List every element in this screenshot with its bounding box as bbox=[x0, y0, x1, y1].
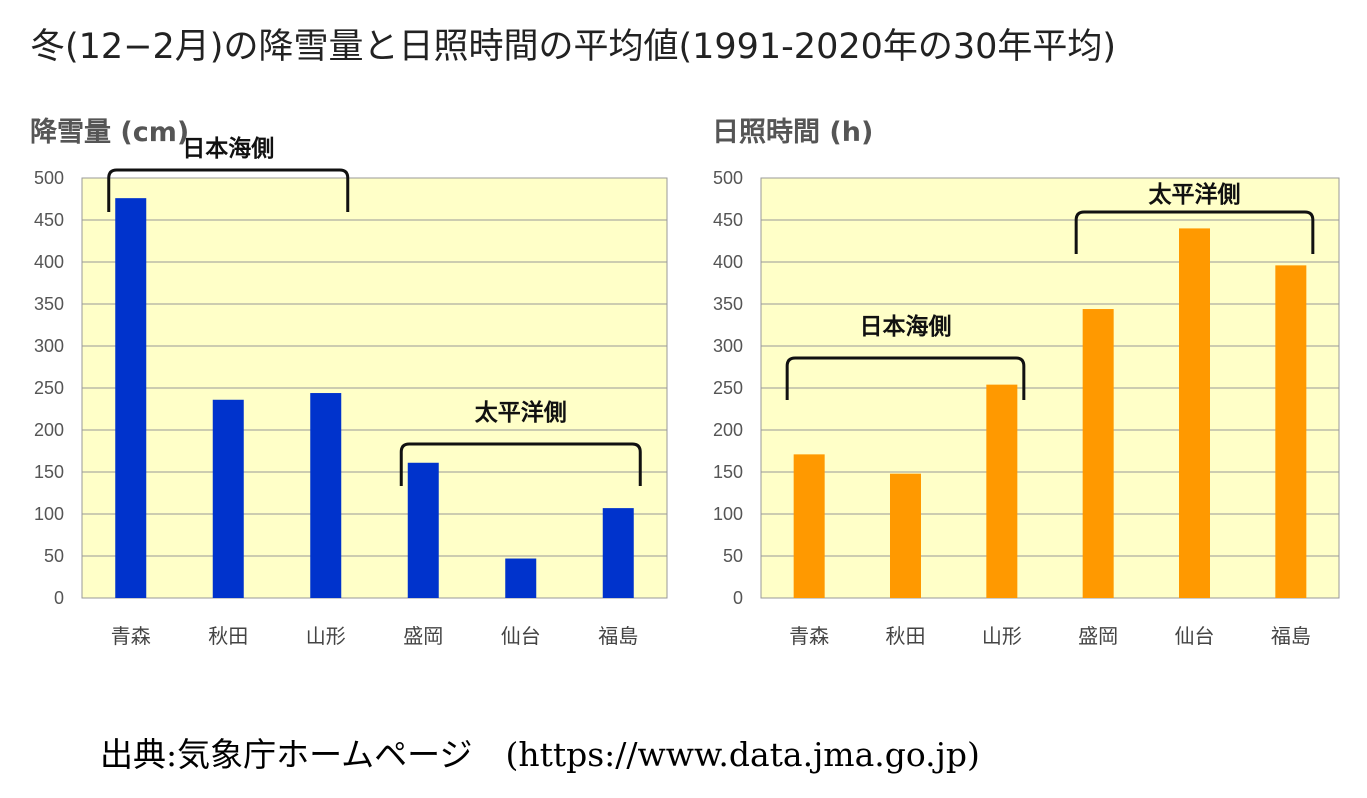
y-tick-label: 350 bbox=[713, 294, 743, 314]
y-tick-label: 500 bbox=[34, 168, 64, 188]
group-label: 太平洋側 bbox=[1149, 181, 1241, 208]
group-label: 日本海側 bbox=[860, 313, 952, 340]
bar bbox=[602, 508, 634, 598]
bar bbox=[1082, 309, 1114, 598]
x-category-label: 盛岡 bbox=[403, 624, 443, 648]
x-category-label: 仙台 bbox=[501, 624, 541, 648]
group-bracket bbox=[107, 168, 350, 212]
bar bbox=[407, 462, 439, 598]
bar bbox=[115, 198, 147, 598]
y-tick-label: 300 bbox=[34, 336, 64, 356]
bar bbox=[986, 384, 1018, 598]
y-tick-label: 50 bbox=[44, 546, 64, 566]
x-category-label: 秋田 bbox=[886, 624, 926, 648]
group-label: 太平洋側 bbox=[475, 399, 567, 426]
x-category-label: 福島 bbox=[598, 624, 638, 648]
x-category-label: 山形 bbox=[982, 624, 1022, 648]
x-category-label: 山形 bbox=[306, 624, 346, 648]
y-tick-label: 250 bbox=[34, 378, 64, 398]
y-tick-label: 200 bbox=[713, 420, 743, 440]
y-tick-label: 400 bbox=[34, 252, 64, 272]
x-category-label: 青森 bbox=[111, 624, 151, 648]
x-category-label: 青森 bbox=[789, 624, 829, 648]
bar bbox=[1179, 228, 1210, 598]
y-tick-label: 100 bbox=[713, 504, 743, 524]
group-label: 日本海側 bbox=[182, 135, 274, 162]
bar bbox=[505, 558, 537, 598]
bar bbox=[310, 393, 342, 598]
source-citation: 出典:気象庁ホームページ (https://www.data.jma.go.jp… bbox=[100, 735, 980, 774]
y-tick-label: 400 bbox=[713, 252, 743, 272]
y-tick-label: 450 bbox=[713, 210, 743, 230]
y-tick-label: 100 bbox=[34, 504, 64, 524]
sunshine-chart: 0 50 100 150 200 250 300 350 400 450 500 青森 秋田 山形 盛岡 仙台… bbox=[713, 168, 1340, 648]
page-title: 冬(12−2月)の降雪量と日照時間の平均値(1991-2020年の30年平均) bbox=[30, 27, 1117, 67]
bar bbox=[793, 454, 825, 598]
y-tick-label: 50 bbox=[723, 546, 743, 566]
y-tick-label: 0 bbox=[733, 588, 743, 608]
group-bracket bbox=[399, 442, 642, 486]
snowfall-chart: 0 50 100 150 200 250 300 350 400 450 500 青森 秋田 山形 盛岡 仙台… bbox=[34, 135, 668, 648]
bar bbox=[1275, 265, 1307, 598]
sunshine-chart-title: 日照時間 (h) bbox=[712, 117, 874, 148]
y-tick-label: 450 bbox=[34, 210, 64, 230]
bar bbox=[890, 473, 921, 598]
y-tick-label: 200 bbox=[34, 420, 64, 440]
group-bracket bbox=[1074, 210, 1315, 254]
y-tick-label: 350 bbox=[34, 294, 64, 314]
x-category-label: 仙台 bbox=[1175, 624, 1215, 648]
bar bbox=[212, 399, 244, 598]
y-tick-label: 300 bbox=[713, 336, 743, 356]
y-tick-label: 250 bbox=[713, 378, 743, 398]
x-category-label: 盛岡 bbox=[1078, 624, 1118, 648]
y-tick-label: 500 bbox=[713, 168, 743, 188]
y-tick-label: 0 bbox=[54, 588, 64, 608]
group-bracket bbox=[785, 356, 1026, 400]
y-tick-label: 150 bbox=[34, 462, 64, 482]
snowfall-chart-title: 降雪量 (cm) bbox=[30, 117, 190, 148]
x-category-label: 秋田 bbox=[208, 624, 248, 648]
y-tick-label: 150 bbox=[713, 462, 743, 482]
x-category-label: 福島 bbox=[1271, 624, 1311, 648]
